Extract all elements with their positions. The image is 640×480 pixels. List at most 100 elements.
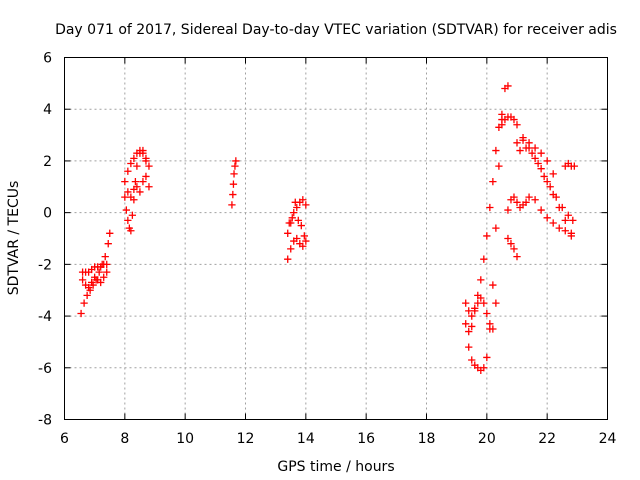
data-point <box>100 273 108 281</box>
data-point <box>229 190 237 199</box>
data-point <box>139 149 147 157</box>
plot-frame <box>64 57 608 420</box>
data-point <box>570 162 578 170</box>
series-arc-5c <box>465 294 500 336</box>
data-point <box>522 198 530 206</box>
data-point <box>543 157 551 165</box>
y-tick-label: -4 <box>38 309 52 325</box>
series-arc-1a <box>77 229 114 318</box>
data-point <box>519 136 527 144</box>
grid <box>64 57 608 420</box>
data-point <box>531 196 539 204</box>
x-tick-label: 20 <box>478 431 496 447</box>
data-point <box>299 242 307 250</box>
data-point <box>477 276 485 284</box>
data-point <box>486 320 494 328</box>
data-point <box>483 353 491 362</box>
data-point <box>531 144 539 152</box>
data-point <box>300 232 308 240</box>
data-point <box>555 224 563 232</box>
data-point <box>504 234 512 243</box>
data-point <box>504 206 512 214</box>
data-point <box>101 252 109 261</box>
data-point <box>513 121 521 129</box>
data-point <box>489 325 497 333</box>
data-point <box>299 196 307 204</box>
data-point <box>302 237 310 245</box>
series-arc-1c <box>78 268 111 292</box>
data-point <box>468 322 476 331</box>
data-point <box>537 206 545 214</box>
x-tick-label: 8 <box>120 431 129 447</box>
x-tick-label: 6 <box>60 431 69 447</box>
data-point <box>534 159 542 168</box>
y-tick-label: 2 <box>43 154 52 170</box>
y-tick-label: 4 <box>43 102 52 118</box>
series-arc-3 <box>228 157 240 209</box>
data-point <box>145 183 153 191</box>
x-tick-label: 16 <box>357 431 375 447</box>
data-point <box>477 294 485 302</box>
data-point <box>297 221 305 230</box>
data-point <box>462 299 470 307</box>
data-point <box>543 214 551 222</box>
data-point <box>291 198 299 206</box>
data-point <box>513 252 521 261</box>
data-point <box>510 115 518 124</box>
data-point <box>77 309 85 318</box>
data-point <box>549 219 557 227</box>
data-point <box>124 167 132 175</box>
data-point <box>465 343 473 351</box>
chart-title: Day 071 of 2017, Sidereal Day-to-day VTE… <box>55 22 617 38</box>
data-point <box>558 203 566 212</box>
data-point <box>537 165 545 173</box>
x-tick-label: 24 <box>599 431 617 447</box>
data-point <box>483 309 491 318</box>
data-point <box>468 356 476 364</box>
data-point <box>228 201 236 209</box>
data-point <box>465 327 473 336</box>
series-arc-4c <box>285 198 308 240</box>
data-point <box>567 232 575 240</box>
data-point <box>564 211 572 219</box>
data-point <box>293 203 301 212</box>
y-tick-label: -8 <box>38 413 52 429</box>
data-point <box>229 180 238 188</box>
data-point <box>465 307 473 315</box>
y-tick-label: 0 <box>43 206 52 222</box>
data-points <box>77 82 578 375</box>
data-point <box>302 201 310 209</box>
series-arc-5b <box>462 110 506 320</box>
data-point <box>133 162 141 170</box>
data-point <box>284 229 292 237</box>
x-tick-label: 14 <box>297 431 315 447</box>
data-point <box>133 183 141 191</box>
data-point <box>480 364 488 372</box>
data-point <box>492 146 500 155</box>
data-point <box>106 229 114 237</box>
data-point <box>122 206 130 214</box>
data-point <box>127 193 135 201</box>
data-point <box>498 110 506 119</box>
data-point <box>495 162 503 170</box>
data-point <box>288 214 296 222</box>
data-point <box>139 177 147 186</box>
data-point <box>142 172 150 181</box>
data-point <box>525 139 533 147</box>
data-point <box>510 193 518 201</box>
x-tick-labels: 6 8 10 12 14 16 18 20 22 24 <box>60 431 616 447</box>
data-point <box>104 240 112 248</box>
data-point <box>284 255 292 263</box>
data-point <box>486 203 494 212</box>
data-point <box>80 299 88 307</box>
y-tick-label: -6 <box>38 361 52 377</box>
data-point <box>528 149 536 157</box>
series-arc-2b <box>121 146 153 186</box>
data-point <box>474 299 482 307</box>
x-tick-label: 18 <box>418 431 436 447</box>
data-point <box>294 216 302 225</box>
series-arc-6b <box>516 144 577 225</box>
data-point <box>498 121 506 129</box>
data-point <box>462 320 470 328</box>
